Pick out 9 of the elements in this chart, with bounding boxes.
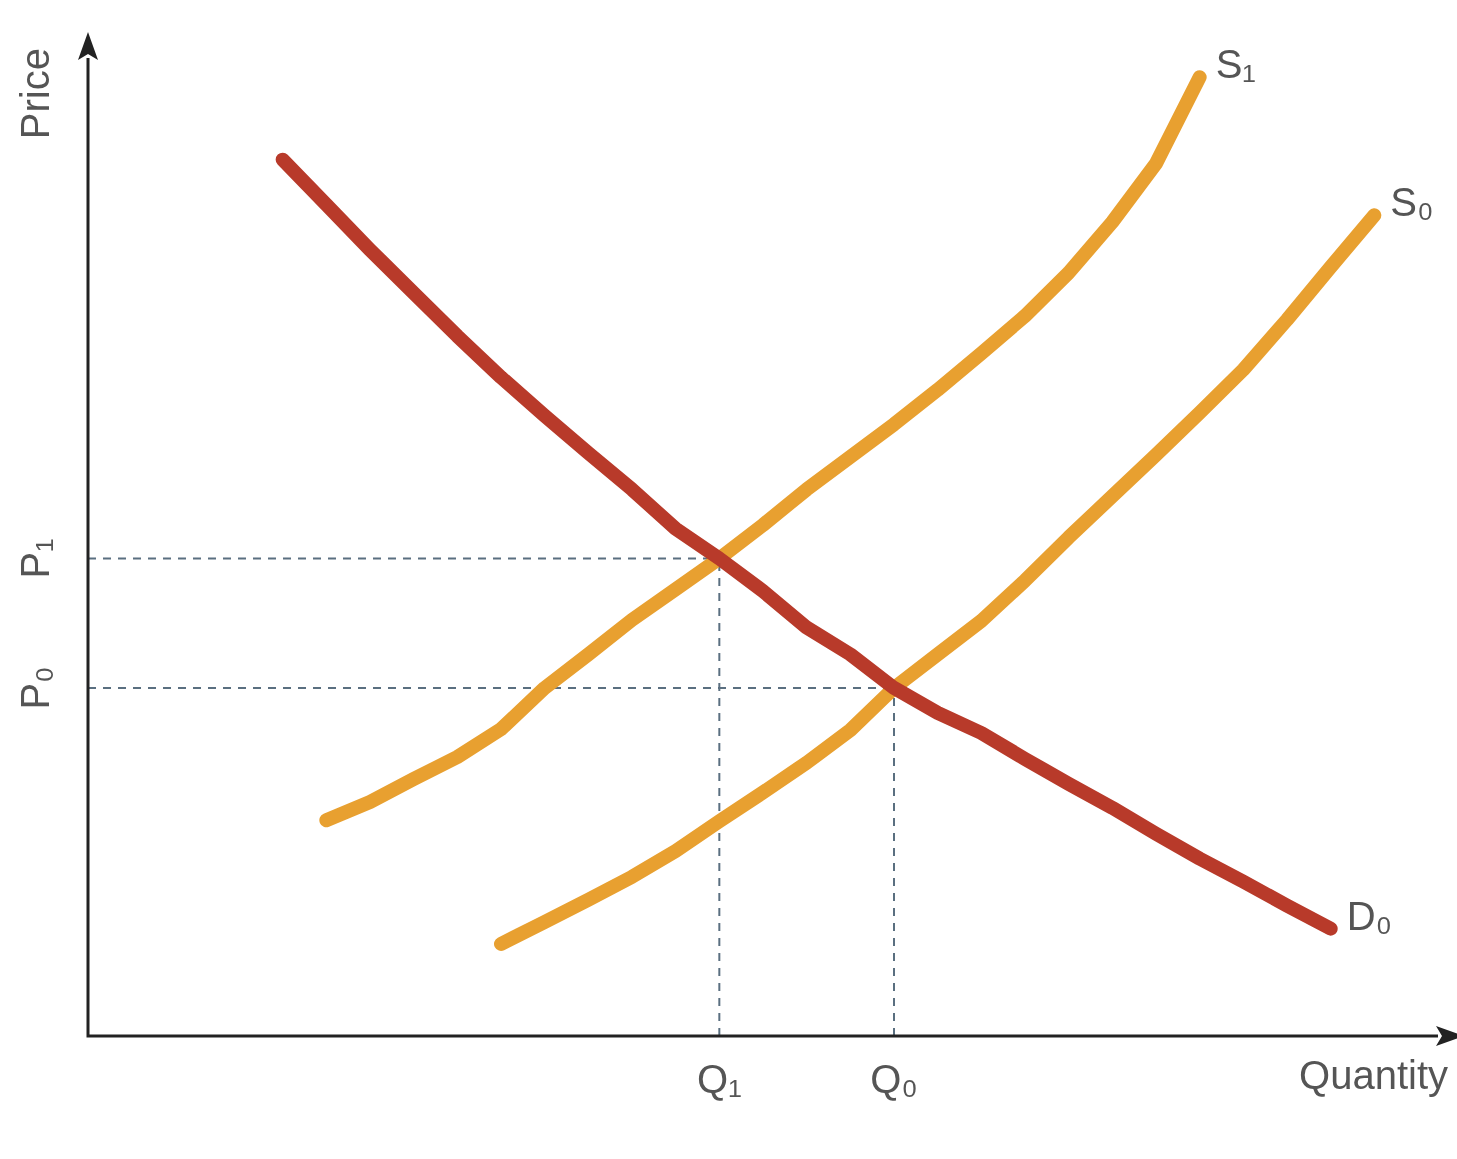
series-label: S₀	[1390, 180, 1434, 225]
series-label: D₀	[1346, 893, 1393, 938]
ref-line-label: P₀	[13, 666, 58, 710]
x-tick-label: Q₀	[870, 1057, 918, 1102]
x-axis-title: Quantity	[1299, 1053, 1448, 1098]
y-axis-title: Price	[13, 48, 58, 140]
series-label: S₁	[1215, 42, 1256, 87]
ref-line-label: P₁	[13, 538, 58, 579]
x-tick-label: Q₁	[697, 1057, 742, 1102]
